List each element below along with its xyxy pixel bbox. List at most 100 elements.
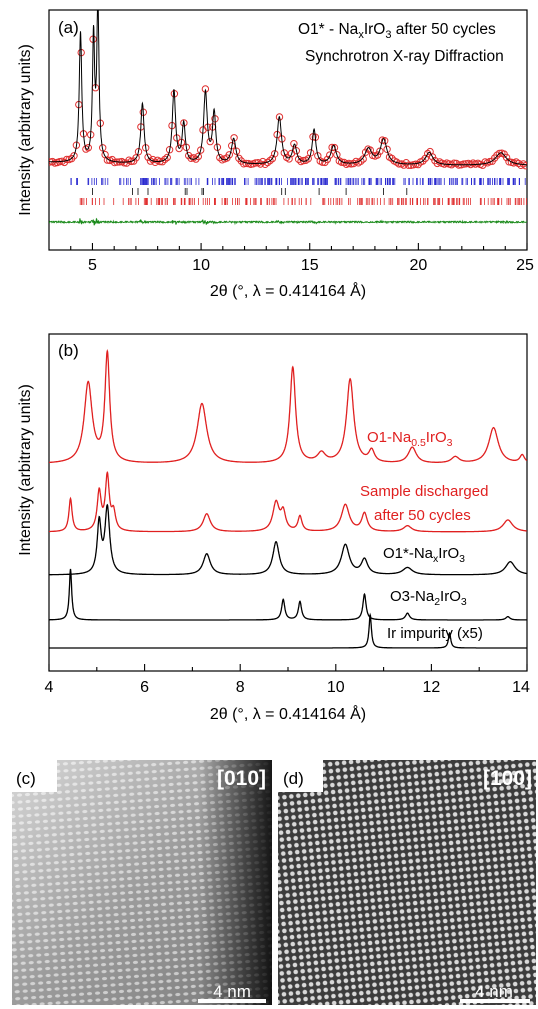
observed-point xyxy=(165,146,174,154)
observed-point xyxy=(392,158,401,166)
label-discharged-line1: Sample discharged xyxy=(360,483,488,500)
observed-point xyxy=(256,160,265,168)
x-tick-label: 10 xyxy=(192,257,210,274)
x-tick-label: 15 xyxy=(301,257,319,274)
trace-5 xyxy=(49,612,527,649)
panel-d-image xyxy=(278,760,536,1005)
panel-a: 5 10 15 20 25 (a) O1* - NaxIrO3 after 50 cyc… xyxy=(17,9,534,300)
x-tick-label: 12 xyxy=(423,679,441,696)
observed-point xyxy=(266,156,274,165)
observed-point xyxy=(175,144,183,153)
observed-point xyxy=(134,148,143,156)
observed-point xyxy=(357,157,365,165)
observed-point xyxy=(290,140,298,148)
panel-d: (d) [100] 4 nm xyxy=(278,760,536,1005)
observed-point xyxy=(216,153,224,162)
panel-b-ylabel: Intensity (arbitrary units) xyxy=(17,384,34,556)
observed-point xyxy=(294,155,303,164)
panel-b-label: (b) xyxy=(58,341,79,360)
observed-point xyxy=(292,147,300,155)
label-o3-na2iro3: O3-Na2IrO3 xyxy=(390,588,467,608)
panel-a-calculated-line xyxy=(49,10,527,166)
observed-point xyxy=(151,158,159,167)
x-tick-label: 4 xyxy=(45,679,54,696)
panel-a-difference-line xyxy=(49,217,527,226)
observed-point xyxy=(333,151,341,159)
x-tick-label: 8 xyxy=(236,679,245,696)
observed-point xyxy=(225,151,234,159)
observed-point xyxy=(161,155,169,164)
observed-point xyxy=(522,162,527,170)
observed-point xyxy=(70,152,78,160)
label-o1star: O1*-NaxIrO3 xyxy=(383,545,465,565)
panel-a-bragg-ticks xyxy=(70,178,527,205)
observed-point xyxy=(428,153,437,161)
observed-point xyxy=(261,160,269,169)
trace-1 xyxy=(49,349,527,464)
label-discharged-line2: after 50 cycles xyxy=(374,507,471,524)
panel-c-scale-label: 4 nm xyxy=(213,982,251,1001)
panel-a-title: O1* - NaxIrO3 after 50 cycles xyxy=(298,21,496,41)
observed-point xyxy=(180,119,188,127)
x-tick-label: 5 xyxy=(88,257,97,274)
observed-point xyxy=(197,146,205,154)
observed-point xyxy=(275,113,284,121)
panel-a-label: (a) xyxy=(58,18,79,37)
panel-d-scale-label: 4 nm xyxy=(475,982,513,1001)
panel-a-xlabel: 2θ (°, λ = 0.414164 Å) xyxy=(210,281,366,300)
observed-point xyxy=(132,154,140,162)
observed-point xyxy=(163,153,171,162)
observed-point xyxy=(388,154,396,163)
panel-a-frame xyxy=(48,9,528,251)
panel-c: (c) [010] 4 nm xyxy=(12,760,272,1005)
trace-2 xyxy=(49,470,527,533)
panel-d-scale-bar xyxy=(460,999,530,1003)
observed-point xyxy=(414,160,422,169)
observed-point xyxy=(268,154,277,163)
observed-point xyxy=(459,160,468,168)
panel-a-x-axis: 5 10 15 20 25 xyxy=(70,243,534,274)
trace-4 xyxy=(49,568,527,621)
x-tick-label: 10 xyxy=(327,679,345,696)
observed-point xyxy=(381,137,389,145)
panel-d-label-box xyxy=(278,760,323,792)
panel-b-x-axis: 4 6 8 10 12 14 xyxy=(45,664,530,696)
panel-a-subtitle: Synchrotron X-ray Diffraction xyxy=(305,48,504,65)
panel-c-label-box xyxy=(12,760,57,792)
label-o1-na05iro3: O1-Na0.5IrO3 xyxy=(367,429,453,449)
x-tick-label: 6 xyxy=(140,679,149,696)
observed-point xyxy=(502,153,511,162)
observed-point xyxy=(232,147,241,155)
panel-a-ylabel: Intensity (arbitrary units) xyxy=(17,44,34,216)
observed-point xyxy=(330,143,339,152)
panel-b: 4 6 8 10 12 14 (b) Intensity (arbitrary units… xyxy=(17,333,530,723)
observed-point xyxy=(206,137,214,146)
panel-c-scale-bar xyxy=(198,999,266,1003)
observed-point xyxy=(404,161,413,169)
observed-point xyxy=(326,151,334,159)
panel-c-dark-region xyxy=(12,760,272,1005)
panel-d-zone-axis: [100] xyxy=(483,767,532,790)
x-tick-label: 20 xyxy=(409,257,427,274)
observed-point xyxy=(323,155,331,164)
observed-point xyxy=(306,149,315,157)
label-ir-impurity: Ir impurity (x5) xyxy=(387,625,483,642)
x-tick-label: 25 xyxy=(516,257,534,274)
observed-point xyxy=(383,145,391,154)
panel-d-label: (d) xyxy=(283,769,304,788)
observed-point xyxy=(400,161,408,169)
observed-point xyxy=(419,157,427,165)
panel-b-xlabel: 2θ (°, λ = 0.414164 Å) xyxy=(210,704,366,723)
panel-a-observed-points xyxy=(49,35,527,170)
observed-point xyxy=(280,149,288,157)
observed-point xyxy=(230,134,238,142)
x-tick-label: 14 xyxy=(512,679,530,696)
trace-3 xyxy=(49,503,527,576)
observed-point xyxy=(84,144,93,152)
observed-point xyxy=(359,155,367,163)
observed-point xyxy=(194,152,203,161)
observed-point xyxy=(450,159,458,167)
panel-c-zone-axis: [010] xyxy=(217,767,266,790)
observed-point xyxy=(493,151,501,159)
